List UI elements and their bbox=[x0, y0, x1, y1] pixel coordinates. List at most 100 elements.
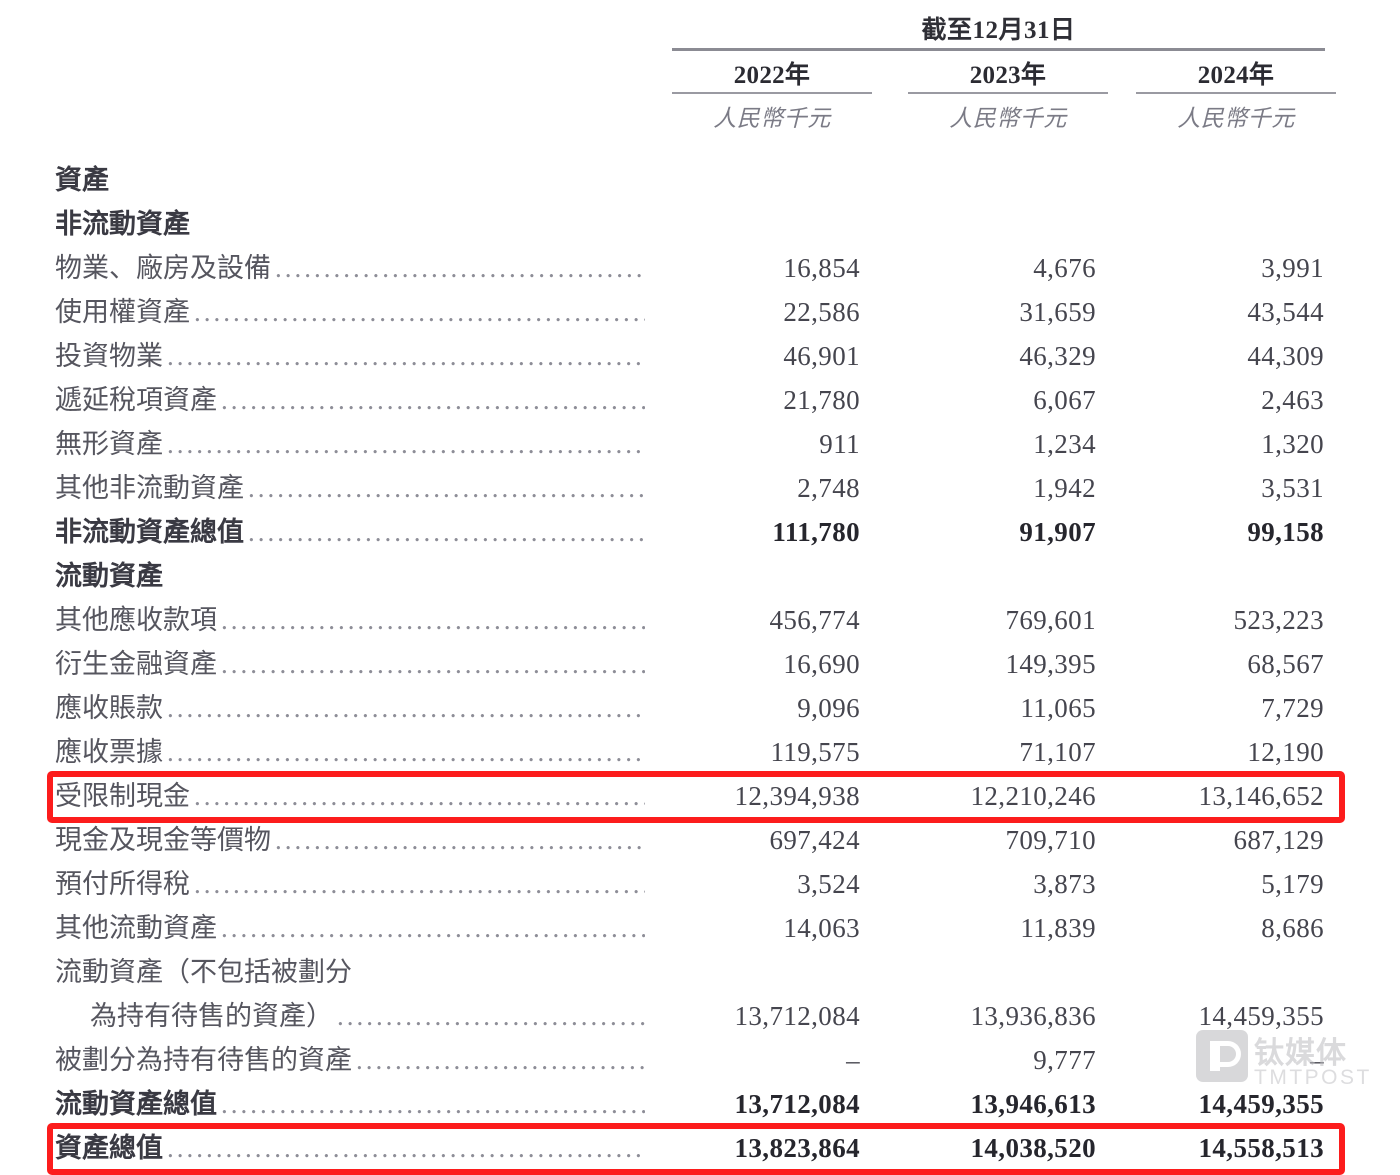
cell-value-2022: 119,575 bbox=[770, 737, 860, 767]
cell-value-2022: 13,712,084 bbox=[734, 1089, 860, 1119]
cell-value-2024: 2,463 bbox=[1261, 385, 1324, 415]
row-label: 應收賬款 bbox=[55, 693, 163, 723]
cell-value-2024: 13,146,652 bbox=[1198, 781, 1324, 811]
cell-value-2023: 709,710 bbox=[1005, 825, 1096, 855]
table-row: 應收賬款....................................… bbox=[0, 686, 1400, 730]
cell-value-2023: 1,234 bbox=[1033, 429, 1096, 459]
cell-value-2023: 13,936,836 bbox=[970, 1001, 1096, 1031]
cell-value-2023: 31,659 bbox=[1019, 297, 1096, 327]
table-row: 為持有待售的資產）...............................… bbox=[0, 994, 1400, 1038]
row-label: 資產總值 bbox=[55, 1133, 163, 1163]
cell-value-2023: 13,946,613 bbox=[970, 1089, 1096, 1119]
dot-leader: ........................................… bbox=[167, 341, 645, 371]
column-unit-2024: 人民幣千元 bbox=[1177, 106, 1295, 131]
dot-leader: ........................................… bbox=[221, 649, 645, 679]
cell-value-2022: 2,748 bbox=[797, 473, 860, 503]
row-label: 使用權資產 bbox=[55, 297, 190, 327]
table-row: 其他流動資產..................................… bbox=[0, 906, 1400, 950]
table-row: 物業、廠房及設備................................… bbox=[0, 246, 1400, 290]
dot-leader: ........................................… bbox=[221, 385, 645, 415]
row-label: 流動資產總值 bbox=[55, 1089, 217, 1119]
table-row: 投資物業....................................… bbox=[0, 334, 1400, 378]
row-label: 物業、廠房及設備 bbox=[55, 253, 271, 283]
cell-value-2024: 5,179 bbox=[1261, 869, 1324, 899]
header-top-rule bbox=[672, 48, 1325, 51]
row-label: 非流動資產 bbox=[55, 209, 190, 239]
cell-value-2023: 11,839 bbox=[1020, 913, 1096, 943]
column-header-year-2023: 2023年 bbox=[969, 62, 1047, 89]
table-row: 被劃分為持有待售的資產.............................… bbox=[0, 1038, 1400, 1082]
cell-value-2022: 697,424 bbox=[769, 825, 860, 855]
row-label: 為持有待售的資產） bbox=[90, 1001, 333, 1031]
cell-value-2024: 1,320 bbox=[1261, 429, 1324, 459]
row-label: 其他流動資產 bbox=[55, 913, 217, 943]
column-rule-2022 bbox=[672, 92, 872, 94]
column-rule-2023 bbox=[908, 92, 1108, 94]
dot-leader: ........................................… bbox=[221, 913, 645, 943]
row-label: 現金及現金等價物 bbox=[55, 825, 271, 855]
cell-value-2023: 12,210,246 bbox=[970, 781, 1096, 811]
dot-leader: ........................................… bbox=[248, 473, 645, 503]
dot-leader: ........................................… bbox=[221, 605, 645, 635]
cell-value-2022: 13,823,864 bbox=[734, 1133, 860, 1163]
table-row: 受限制現金...................................… bbox=[0, 774, 1400, 818]
table-row: 流動資產（不包括被劃分 bbox=[0, 950, 1400, 994]
table-row: 現金及現金等價物................................… bbox=[0, 818, 1400, 862]
dot-leader: ........................................… bbox=[194, 297, 645, 327]
cell-value-2024: 44,309 bbox=[1247, 341, 1324, 371]
cell-value-2022: 12,394,938 bbox=[734, 781, 860, 811]
row-label: 非流動資產總值 bbox=[55, 517, 244, 547]
cell-value-2024: 43,544 bbox=[1247, 297, 1324, 327]
cell-value-2024: 8,686 bbox=[1261, 913, 1324, 943]
table-row: 其他非流動資產.................................… bbox=[0, 466, 1400, 510]
cell-value-2022: 456,774 bbox=[769, 605, 860, 635]
dot-leader: ........................................… bbox=[337, 1001, 645, 1031]
column-header-year-2022: 2022年 bbox=[733, 62, 811, 89]
row-label: 衍生金融資產 bbox=[55, 649, 217, 679]
cell-value-2023: 149,395 bbox=[1005, 649, 1096, 679]
cell-value-2023: 14,038,520 bbox=[970, 1133, 1096, 1163]
dot-leader: ........................................… bbox=[248, 517, 645, 547]
dot-leader: ........................................… bbox=[167, 737, 645, 767]
column-unit-2022: 人民幣千元 bbox=[713, 106, 831, 131]
column-unit-2023: 人民幣千元 bbox=[949, 106, 1067, 131]
cell-value-2022: 14,063 bbox=[783, 913, 860, 943]
column-header-year-2024: 2024年 bbox=[1197, 62, 1275, 89]
cell-value-2024: – bbox=[1310, 1045, 1324, 1075]
cell-value-2023: 769,601 bbox=[1005, 605, 1096, 635]
row-label: 受限制現金 bbox=[55, 781, 190, 811]
row-label: 流動資產（不包括被劃分 bbox=[55, 957, 352, 987]
dot-leader: ........................................… bbox=[194, 781, 645, 811]
cell-value-2022: 21,780 bbox=[783, 385, 860, 415]
cell-value-2024: 14,558,513 bbox=[1198, 1133, 1324, 1163]
row-label: 無形資產 bbox=[55, 429, 163, 459]
balance-sheet-table: 截至12月31日 2022年 2023年 2024年 人民幣千元 人民幣千元 人… bbox=[0, 17, 1400, 1175]
cell-value-2022: 16,854 bbox=[783, 253, 860, 283]
cell-value-2022: 3,524 bbox=[797, 869, 860, 899]
row-label: 流動資產 bbox=[55, 561, 163, 591]
cell-value-2022: 16,690 bbox=[783, 649, 860, 679]
cell-value-2023: 9,777 bbox=[1033, 1045, 1096, 1075]
dot-leader: ........................................… bbox=[167, 429, 645, 459]
table-row: 應收票據....................................… bbox=[0, 730, 1400, 774]
cell-value-2022: 111,780 bbox=[772, 517, 860, 547]
row-label: 其他非流動資產 bbox=[55, 473, 244, 503]
watermark-label-en: TMTPOST bbox=[1254, 1066, 1372, 1089]
cell-value-2023: 11,065 bbox=[1020, 693, 1096, 723]
cell-value-2022: 911 bbox=[819, 429, 860, 459]
table-row: 資產 bbox=[0, 158, 1400, 202]
table-row: 資產總值....................................… bbox=[0, 1126, 1400, 1170]
row-label: 其他應收款項 bbox=[55, 605, 217, 635]
period-header: 截至12月31日 bbox=[921, 17, 1076, 44]
cell-value-2023: 6,067 bbox=[1033, 385, 1096, 415]
dot-leader: ........................................… bbox=[194, 869, 645, 899]
cell-value-2023: 46,329 bbox=[1019, 341, 1096, 371]
table-row: 預付所得稅...................................… bbox=[0, 862, 1400, 906]
cell-value-2024: 523,223 bbox=[1233, 605, 1324, 635]
tmtpost-watermark: 钛媒体 TMTPOST bbox=[1196, 1026, 1396, 1106]
row-label: 遞延稅項資產 bbox=[55, 385, 217, 415]
row-label: 應收票據 bbox=[55, 737, 163, 767]
table-row: 無形資產....................................… bbox=[0, 422, 1400, 466]
table-row: 遞延稅項資產..................................… bbox=[0, 378, 1400, 422]
cell-value-2024: 68,567 bbox=[1247, 649, 1324, 679]
